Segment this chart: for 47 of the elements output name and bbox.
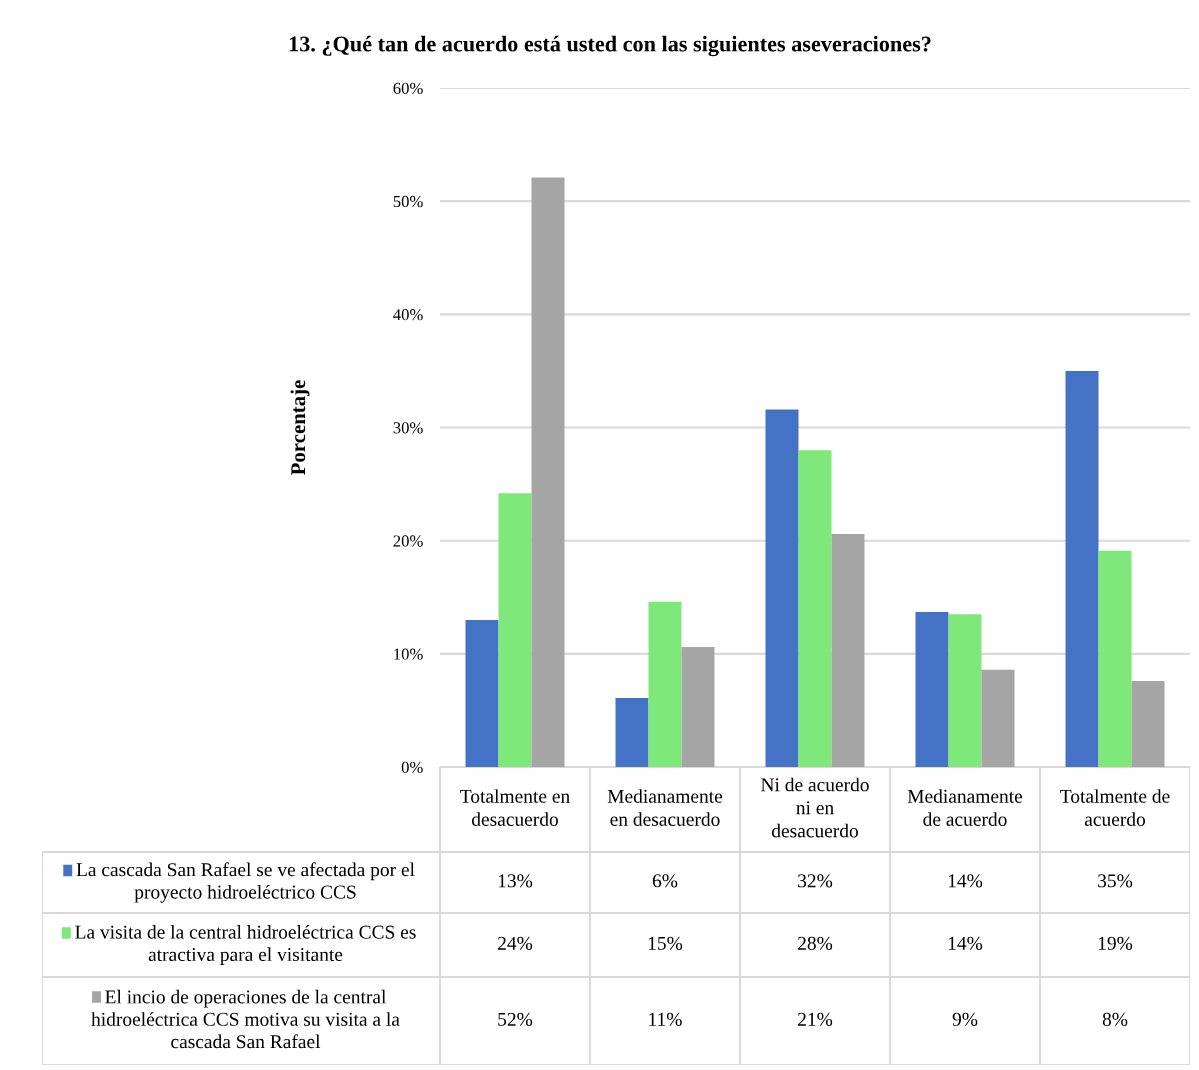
x-tick-label: Ni de acuerdo ni en desacuerdo — [761, 777, 869, 838]
data-label: 35% — [1098, 874, 1133, 888]
bar — [1098, 550, 1132, 767]
data-label: 28% — [798, 936, 833, 950]
bar — [1065, 370, 1099, 767]
data-label: 19% — [1098, 936, 1133, 950]
bar — [648, 601, 682, 767]
bar — [831, 533, 865, 767]
data-label: 21% — [798, 1012, 833, 1026]
bar — [681, 647, 715, 767]
y-tick-label: 0% — [401, 761, 423, 773]
data-label: 9% — [952, 1012, 978, 1026]
legend-label: La visita de la central hidroeléctrica CCS es atractiva para el visitante — [75, 924, 416, 965]
y-tick-label: 10% — [394, 648, 423, 660]
y-tick-label: 20% — [393, 535, 423, 547]
x-tick-label: Medianamente en desacuerdo — [607, 789, 723, 826]
data-label: 52% — [498, 1012, 533, 1026]
data-label: 14% — [948, 936, 983, 950]
legend-label: La cascada San Rafael se ve afectada por el proyecto hidroeléctrico CCS — [76, 862, 415, 903]
bar — [948, 614, 982, 767]
x-tick-label: Totalmente en desacuerdo — [460, 789, 570, 826]
bar — [498, 493, 532, 767]
bar — [615, 697, 649, 767]
bar — [981, 669, 1015, 767]
bar — [765, 409, 799, 767]
x-tick-label: Medianamente de acuerdo — [907, 789, 1023, 826]
data-label: 11% — [649, 1012, 682, 1026]
data-label: 24% — [498, 936, 533, 950]
bar — [531, 177, 565, 767]
legend-label: El incio de operaciones de la central hidroeléctrica CCS motiva su visita a la cascada San Rafael — [91, 989, 400, 1049]
data-label: 14% — [948, 874, 983, 888]
y-tick-label: 30% — [393, 422, 423, 434]
bar — [465, 619, 499, 767]
data-label: 32% — [798, 874, 833, 888]
x-tick-label: Totalmente de acuerdo — [1060, 789, 1170, 826]
chart-title: 13. ¿Qué tan de acuerdo está usted con las siguientes aseveraciones? — [289, 35, 931, 57]
data-label: 15% — [648, 936, 683, 950]
y-tick-label: 60% — [393, 82, 423, 94]
y-tick-label: 40% — [393, 309, 423, 321]
y-tick-label: 50% — [393, 195, 423, 208]
bar — [915, 611, 949, 767]
bar — [1131, 680, 1165, 767]
data-label: 6% — [652, 874, 678, 888]
data-label: 13% — [498, 874, 533, 888]
bar — [798, 450, 832, 767]
data-label: 8% — [1102, 1012, 1128, 1026]
y-axis-title: Porcentaje — [290, 380, 310, 475]
